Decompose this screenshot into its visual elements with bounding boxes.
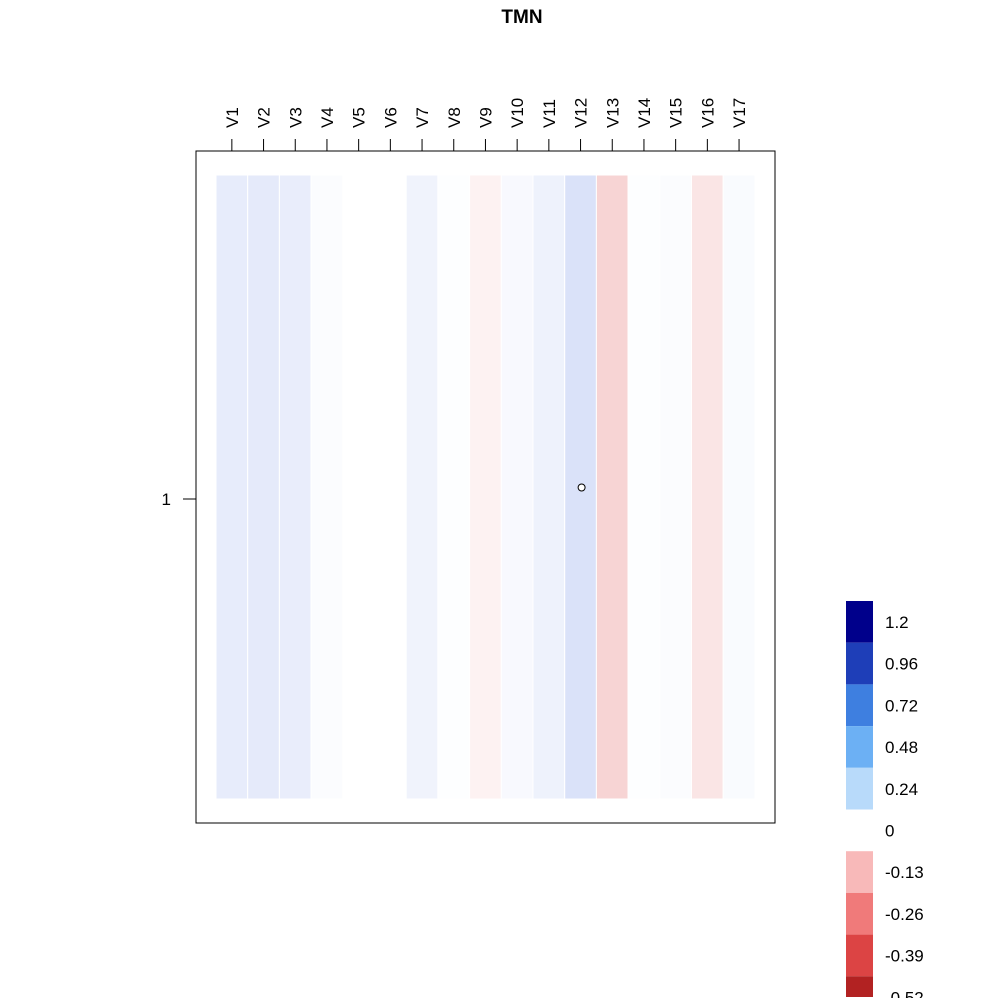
heatmap-cell-v5 xyxy=(342,174,375,800)
column-tick-label: V16 xyxy=(698,98,717,128)
legend-label: -0.13 xyxy=(885,863,924,882)
column-tick-label: V14 xyxy=(635,98,654,128)
column-tick-label: V11 xyxy=(540,99,559,128)
legend-swatch xyxy=(846,809,873,852)
color-legend: 1.2 0.96 0.72 0.48 0.24 0 -0.13 -0.26 -0.39 -0.52 xyxy=(846,601,924,998)
column-tick-label: V4 xyxy=(318,107,337,128)
heatmap-cell-v9 xyxy=(469,174,502,800)
legend-swatch xyxy=(846,726,873,768)
column-tick-label: V1 xyxy=(223,107,242,128)
column-tick-label: V9 xyxy=(476,107,495,128)
column-tick-label: V3 xyxy=(286,107,305,128)
column-tick-label: V17 xyxy=(730,98,749,128)
heatmap-cell-v10 xyxy=(500,174,534,800)
heatmap-cell-v7 xyxy=(405,174,439,800)
heatmap-cell-v14 xyxy=(627,174,661,800)
heatmap-cell-v3 xyxy=(278,174,312,800)
column-tick-label: V12 xyxy=(572,98,591,128)
legend-label: 1.2 xyxy=(885,613,909,632)
column-tick-label: V8 xyxy=(445,107,464,128)
column-ticks: V1 V2 V3 V4 V5 V6 V7 V8 V9 V10 V11 V12 V13 V14 V15 V16 V… xyxy=(223,98,749,151)
legend-label: -0.39 xyxy=(885,947,924,966)
legend-label: -0.26 xyxy=(885,905,924,924)
heatmap-cell-v17 xyxy=(722,174,756,800)
legend-label: 0.48 xyxy=(885,738,918,757)
chart-title: TMN xyxy=(501,7,542,28)
legend-swatch xyxy=(846,892,873,935)
legend-label: 0.72 xyxy=(885,696,918,715)
heatmap-cell-v11 xyxy=(532,174,566,800)
legend-label: 0.24 xyxy=(885,780,918,799)
row-ticks: 1 xyxy=(162,490,196,509)
heatmap-cell-v1 xyxy=(215,174,249,800)
heatmap-cell-v8 xyxy=(437,174,471,800)
heatmap-cell-v16 xyxy=(691,174,724,800)
row-tick-label: 1 xyxy=(162,490,171,509)
legend-swatch xyxy=(846,642,873,685)
heatmap-cell-v6 xyxy=(374,174,407,800)
heatmap-cell-v4 xyxy=(310,174,344,800)
column-tick-label: V2 xyxy=(255,107,274,128)
legend-label: 0 xyxy=(885,822,894,841)
legend-swatch xyxy=(846,601,873,643)
column-tick-label: V10 xyxy=(508,98,527,128)
heatmap-cells xyxy=(215,174,756,800)
legend-swatch xyxy=(846,767,873,810)
heatmap-cell-v13 xyxy=(595,174,629,800)
column-tick-label: V15 xyxy=(667,98,686,128)
heatmap-cell-v12 xyxy=(564,174,597,800)
legend-swatch xyxy=(846,684,873,727)
legend-swatch xyxy=(846,851,873,893)
column-tick-label: V7 xyxy=(413,107,432,128)
marked-cell-circle xyxy=(577,483,586,492)
column-tick-label: V13 xyxy=(603,98,622,128)
legend-swatch xyxy=(846,934,873,977)
legend-swatch xyxy=(846,976,873,997)
column-tick-label: V6 xyxy=(381,107,400,128)
heatmap-cell-v2 xyxy=(247,174,280,800)
legend-label: -0.52 xyxy=(885,988,924,998)
heatmap-cell-v15 xyxy=(659,174,692,800)
column-tick-label: V5 xyxy=(350,107,369,128)
legend-label: 0.96 xyxy=(885,655,918,674)
